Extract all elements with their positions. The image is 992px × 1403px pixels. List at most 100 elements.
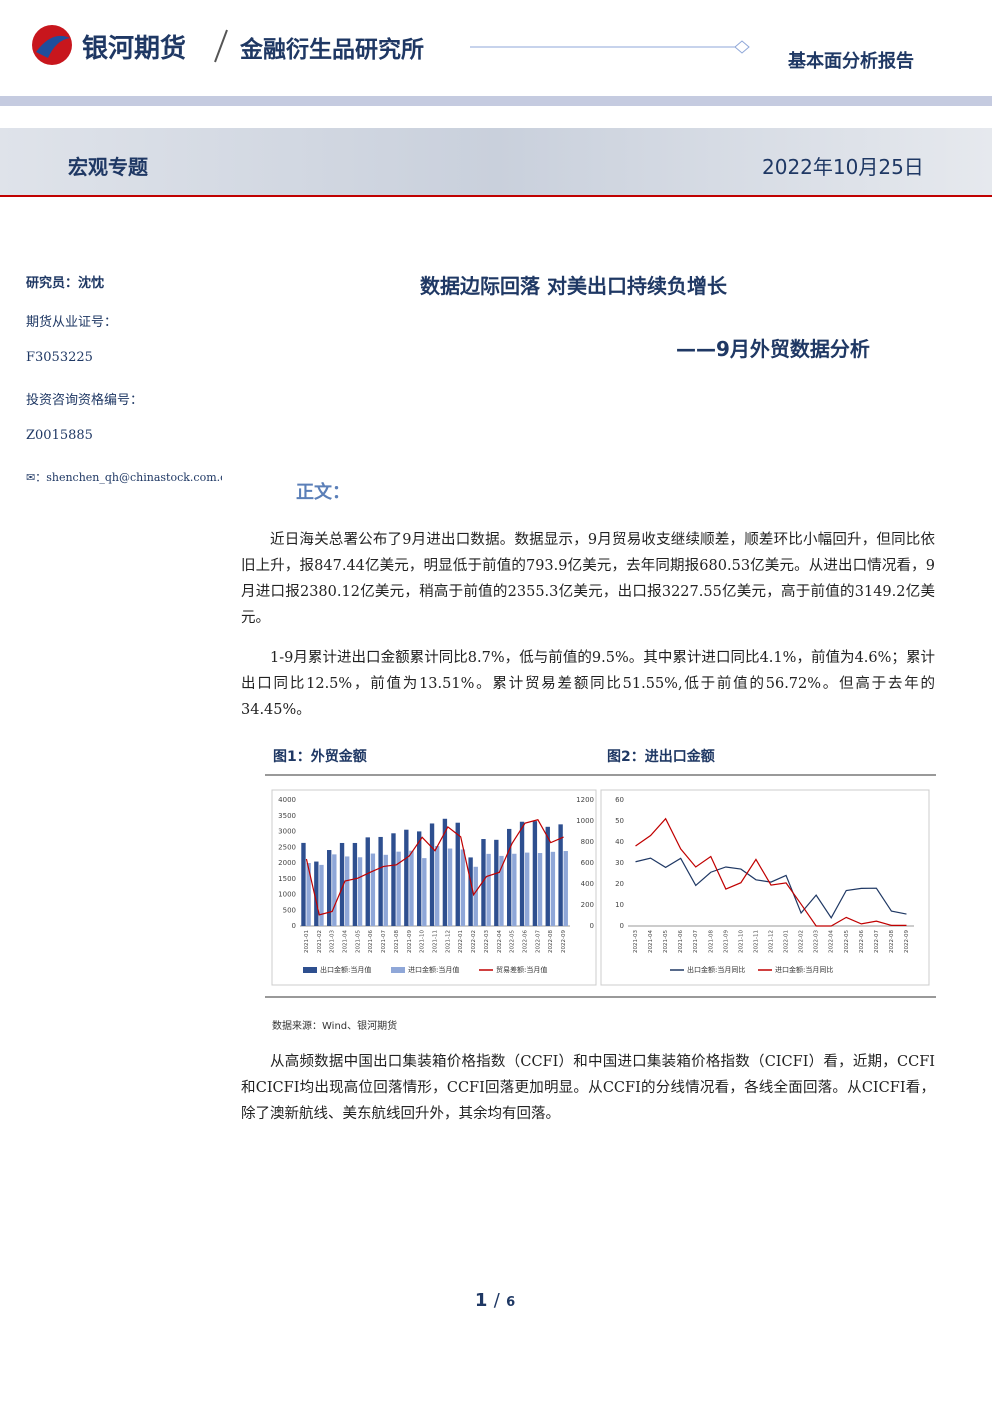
bar [499,855,504,926]
bar [404,829,409,926]
page-current: 1 [474,1290,488,1311]
bar [422,858,427,926]
y-tick-label: 10 [615,901,624,909]
x-tick-label: 2021-09 [407,930,413,953]
paragraph: 近日海关总署公布了9月进出口数据。数据显示，9月贸易收支继续顺差，顺差环比小幅回… [241,532,935,626]
bar [507,828,512,926]
y-tick-label: 20 [615,880,624,888]
x-tick-label: 2022-02 [471,930,477,953]
x-tick-label: 2021-03 [330,930,336,953]
bar [525,852,530,926]
figure-caption: 图1：外贸金额 [273,749,367,765]
x-tick-label: 2022-09 [904,930,910,953]
bar [460,849,466,926]
figure-caption: 图2：进出口金额 [607,749,715,765]
line [635,817,907,927]
x-tick-label: 2022-05 [510,930,516,953]
bar [512,853,517,926]
paragraph: 从高频数据中国出口集装箱价格指数（CCFI）和中国进口集装箱价格指数（CICFI… [241,1054,935,1122]
y2-tick-label: 400 [581,880,594,888]
bar [352,842,358,926]
bar [519,821,525,926]
bar [558,824,563,926]
logo-swoosh [36,35,70,58]
bar [383,854,388,926]
title: 数据边际回落 对美出口持续负增长 [420,274,727,298]
y-tick-label: 0 [620,922,624,930]
y-tick-label: 2500 [278,843,296,851]
institute: 金融衍生品研究所 [240,37,424,63]
x-tick-label: 2022-07 [535,930,541,953]
bar [339,842,345,926]
chart-frame [271,789,597,986]
x-tick-label: 2022-04 [829,930,835,953]
bar [435,845,440,926]
bar [396,851,401,926]
bar [486,853,491,926]
x-tick-label: 2021-04 [648,930,654,953]
y2-tick-label: 800 [581,838,594,846]
divider [214,29,228,63]
bar [429,823,435,926]
x-tick-label: 2022-01 [784,930,790,953]
x-tick-label: 2021-05 [663,930,669,953]
subtitle: ——9月外贸数据分析 [676,337,870,361]
x-tick-label: 2021-01 [304,930,310,953]
x-tick-label: 2021-02 [317,930,323,953]
x-tick-label: 2022-03 [484,930,490,953]
bar [447,848,453,926]
bar [473,866,478,926]
bar [345,856,350,926]
y2-tick-label: 1000 [576,817,594,825]
researcher: 研究员：沈忱 [26,276,105,291]
legend-label: 进口金额:当月同比 [775,965,833,974]
brand: 银河期货 [82,34,187,64]
x-tick-label: 2021-07 [693,930,699,953]
bar [563,851,568,926]
x-tick-label: 2021-12 [445,930,451,953]
y-tick-label: 2000 [278,859,296,867]
x-tick-label: 2022-05 [844,930,850,953]
bar [301,842,306,926]
y-tick-label: 40 [615,838,624,846]
y2-tick-label: 1200 [576,796,594,804]
source: 数据来源：Wind、银河期货 [272,1021,398,1032]
bar [357,857,363,926]
x-tick-label: 2021-10 [420,930,426,953]
y-tick-label: 3500 [278,812,296,820]
date: 2022年10月25日 [762,155,924,179]
x-tick-label: 2022-02 [799,930,805,953]
x-tick-label: 2022-06 [859,930,865,953]
legend-label: 进口金额:当月值 [408,965,459,974]
bar [319,864,324,926]
license: F3053225 [26,350,93,365]
line [635,857,907,919]
x-tick-label: 2022-04 [497,930,503,953]
report-type: 基本面分析报告 [788,51,914,72]
paragraph: 1-9月累计进出口金额累计同比8.7%，低与前值的9.5%。其中累计进口同比4.… [241,650,935,718]
bar [365,837,370,926]
y-tick-label: 4000 [278,796,296,804]
x-tick-label: 2022-09 [561,930,567,953]
qualification-label: 投资咨询资格编号： [26,393,144,408]
x-tick-label: 2021-10 [738,930,744,953]
y-tick-label: 60 [615,796,624,804]
bar [417,831,422,926]
line [305,819,564,916]
x-tick-label: 2022-03 [814,930,820,953]
bar [327,850,332,926]
page-total: 6 [506,1295,516,1310]
bar [409,850,414,926]
bar [537,853,543,926]
email-row: ✉：shenchen_qh@chinastock.com.cn [26,469,222,485]
diamond [734,40,750,54]
y-tick-label: 3000 [278,828,296,836]
y-tick-label: 50 [615,817,624,825]
y-tick-label: 500 [283,906,296,914]
x-tick-label: 2021-11 [753,930,759,953]
y2-tick-label: 600 [581,859,594,867]
chart-frame [600,789,930,986]
x-tick-label: 2022-06 [523,930,529,953]
bar [550,851,556,926]
